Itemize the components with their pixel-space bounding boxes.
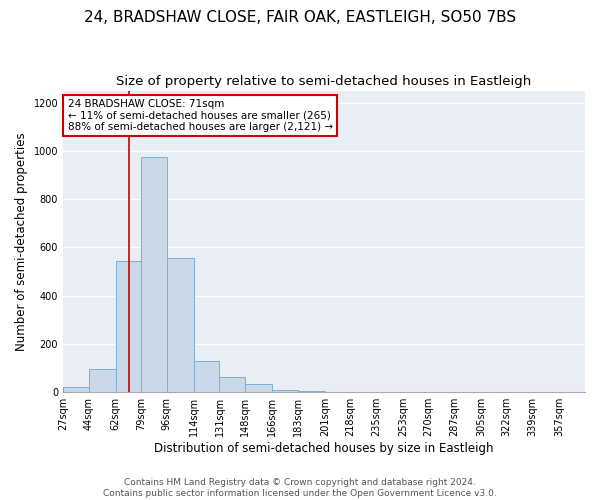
Bar	[167, 258, 194, 392]
Bar	[116, 260, 141, 392]
Bar	[194, 361, 220, 392]
Bar	[63, 388, 89, 392]
Bar	[89, 370, 116, 392]
Bar	[245, 384, 272, 392]
Y-axis label: Number of semi-detached properties: Number of semi-detached properties	[15, 132, 28, 350]
Text: 24, BRADSHAW CLOSE, FAIR OAK, EASTLEIGH, SO50 7BS: 24, BRADSHAW CLOSE, FAIR OAK, EASTLEIGH,…	[84, 10, 516, 25]
X-axis label: Distribution of semi-detached houses by size in Eastleigh: Distribution of semi-detached houses by …	[154, 442, 494, 455]
Text: Contains HM Land Registry data © Crown copyright and database right 2024.
Contai: Contains HM Land Registry data © Crown c…	[103, 478, 497, 498]
Title: Size of property relative to semi-detached houses in Eastleigh: Size of property relative to semi-detach…	[116, 75, 532, 88]
Bar	[272, 390, 298, 392]
Text: 24 BRADSHAW CLOSE: 71sqm
← 11% of semi-detached houses are smaller (265)
88% of : 24 BRADSHAW CLOSE: 71sqm ← 11% of semi-d…	[68, 99, 332, 132]
Bar	[141, 157, 167, 392]
Bar	[298, 391, 325, 392]
Bar	[220, 376, 245, 392]
